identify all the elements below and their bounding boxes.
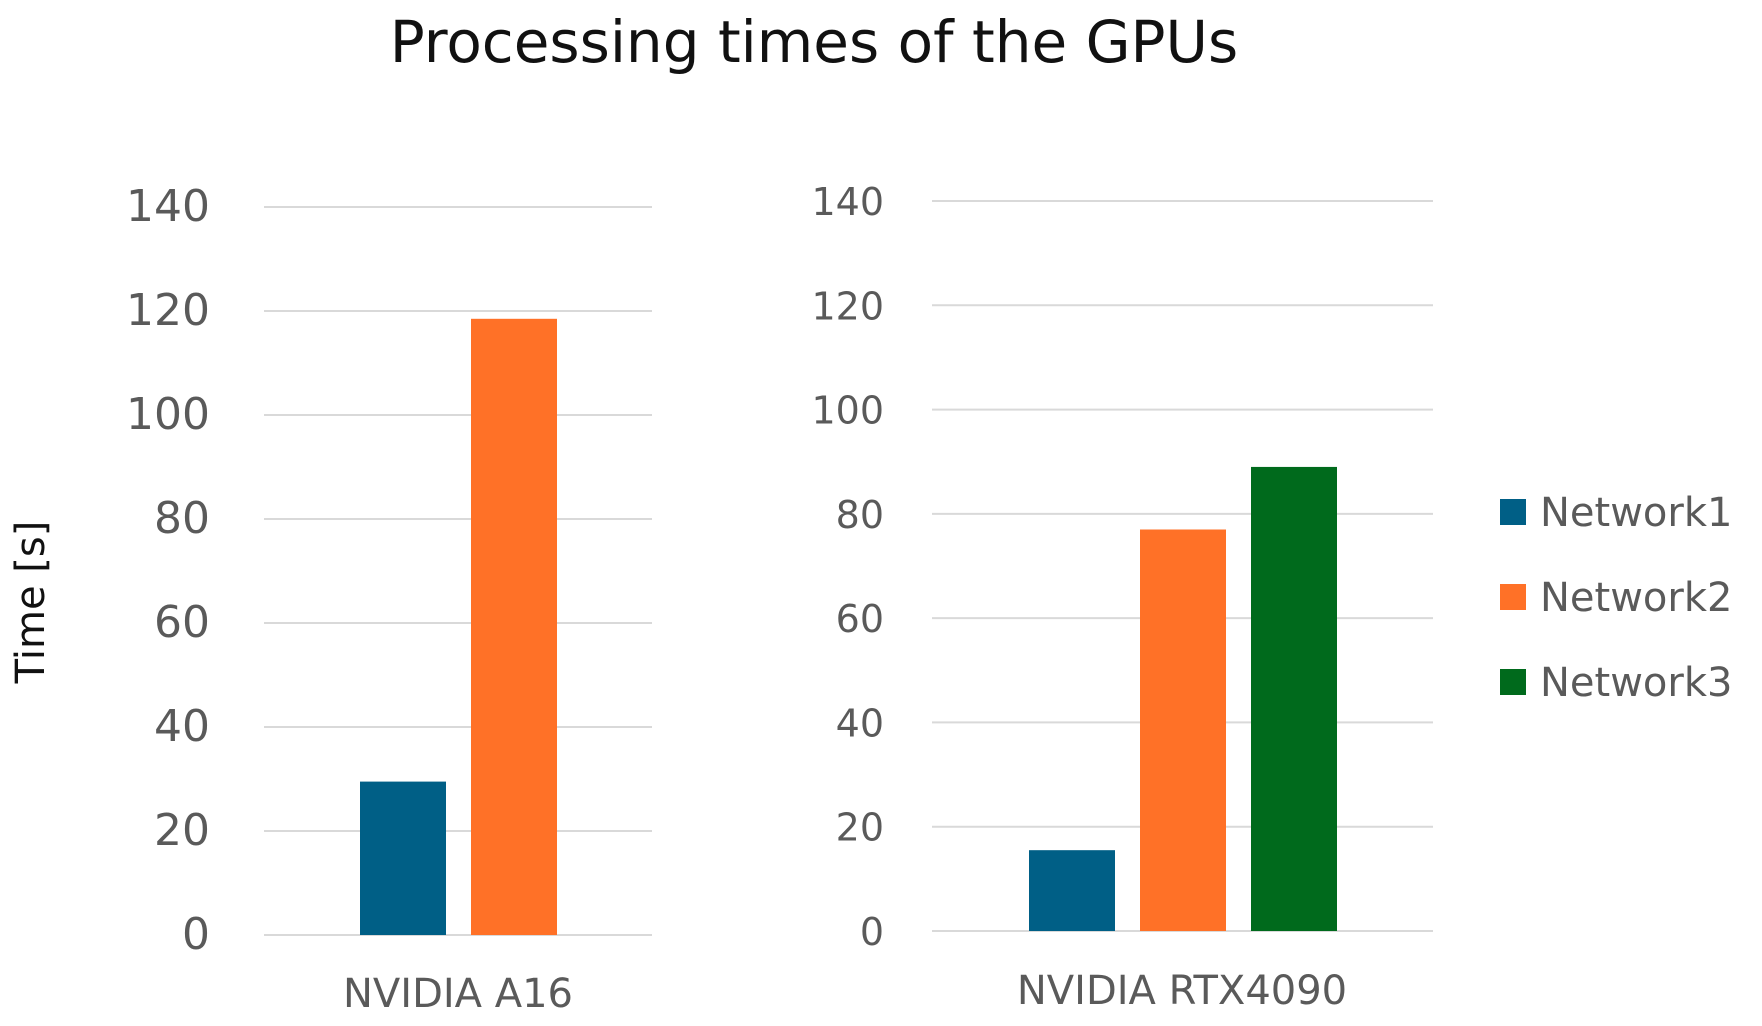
y-tick-label: 20 — [836, 806, 884, 850]
y-tick-label: 120 — [811, 284, 884, 328]
y-tick-label: 140 — [811, 180, 884, 224]
legend-swatch-network1 — [1500, 499, 1526, 525]
y-tick-label: 60 — [154, 597, 210, 648]
y-tick-label: 120 — [126, 285, 210, 336]
y-tick-label: 0 — [860, 910, 884, 954]
bar-network2 — [1140, 529, 1226, 931]
y-tick-label: 40 — [836, 701, 884, 745]
y-tick-label: 0 — [182, 909, 210, 960]
y-tick-label: 100 — [811, 389, 884, 433]
panel-2: 0 20 40 60 80 100 120 140 NVIDIA RTX4090 — [811, 180, 1433, 1014]
legend-label: Network1 — [1540, 490, 1732, 536]
y-tick-label: 60 — [836, 597, 884, 641]
legend-label: Network3 — [1540, 660, 1732, 706]
legend: Network1 Network2 Network3 — [1500, 490, 1732, 706]
bar-network1 — [360, 781, 446, 935]
panel-1: 0 20 40 60 80 100 120 140 NVIDIA A16 — [126, 181, 652, 1017]
x-category-label: NVIDIA A16 — [343, 971, 573, 1017]
y-tick-label: 20 — [154, 805, 210, 856]
legend-swatch-network2 — [1500, 584, 1526, 610]
y-tick-label: 140 — [126, 181, 210, 232]
y-axis-label: Time [s] — [8, 521, 54, 685]
bar-network1 — [1029, 850, 1115, 931]
panels: 0 20 40 60 80 100 120 140 NVIDIA A16 0 20 40 60 80 100… — [126, 180, 1433, 1017]
y-tick-label: 80 — [836, 493, 884, 537]
x-category-label: NVIDIA RTX4090 — [1017, 968, 1347, 1014]
legend-label: Network2 — [1540, 575, 1732, 621]
y-tick-label: 40 — [154, 701, 210, 752]
bar-network2 — [471, 318, 557, 935]
y-tick-label: 100 — [126, 389, 210, 440]
y-tick-label: 80 — [154, 493, 210, 544]
legend-swatch-network3 — [1500, 669, 1526, 695]
bar-network3 — [1251, 466, 1337, 931]
chart-title: Processing times of the GPUs — [390, 8, 1238, 76]
